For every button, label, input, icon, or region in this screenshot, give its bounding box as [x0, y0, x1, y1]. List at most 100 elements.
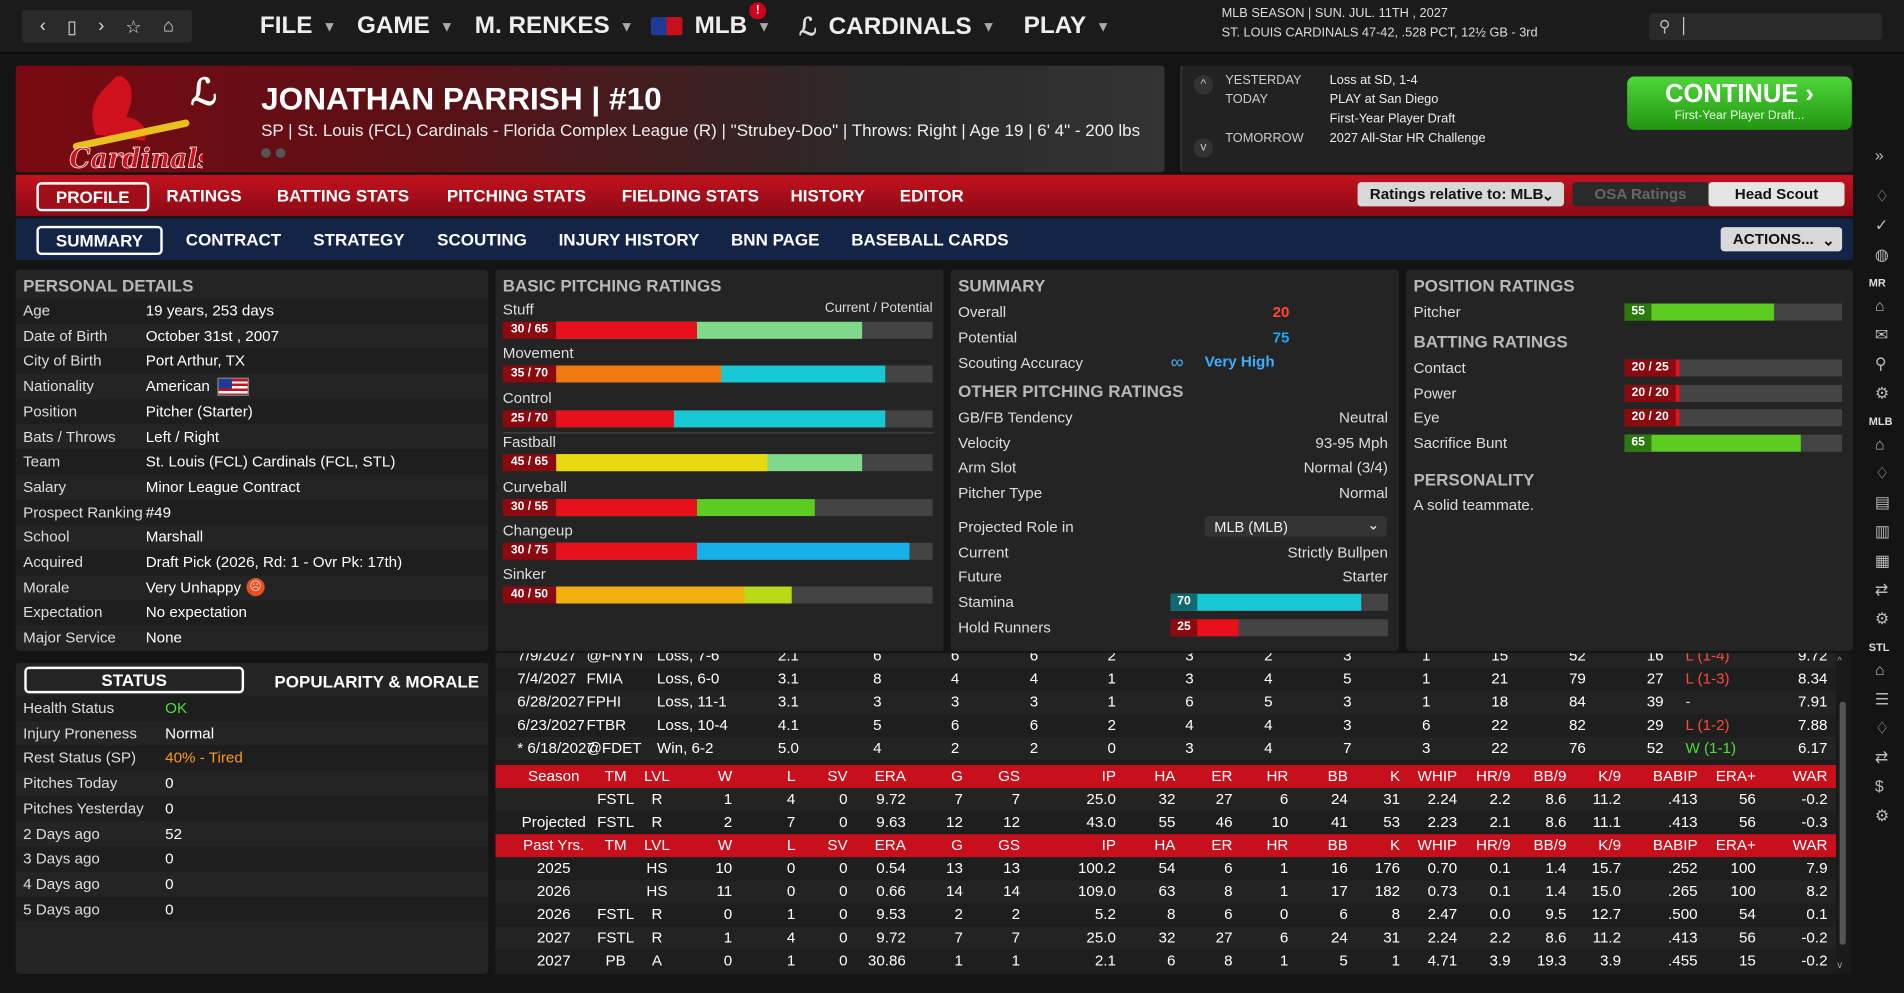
- check-icon[interactable]: ✓: [1874, 216, 1889, 235]
- tab-editor[interactable]: EDITOR: [899, 185, 964, 206]
- tab-strategy[interactable]: STRATEGY: [313, 229, 405, 249]
- pitch-name: Changeup: [502, 522, 573, 540]
- gear-icon[interactable]: ⚙: [1874, 806, 1890, 825]
- game-log-cell: * 6/18/2027: [517, 739, 595, 757]
- stat-cell: 0: [839, 790, 848, 808]
- stat-header-cell: HR/9: [1476, 767, 1511, 785]
- stat-cell: 7: [786, 813, 796, 831]
- tab-fielding-stats[interactable]: FIELDING STATS: [621, 185, 759, 206]
- stat-cell: 0.0: [1489, 905, 1511, 923]
- transfer-icon[interactable]: ⇄: [1874, 748, 1889, 767]
- today-game[interactable]: PLAY at San Diego: [1329, 92, 1439, 107]
- future-role-label: Future: [958, 568, 1002, 586]
- tab-batting-stats[interactable]: BATTING STATS: [276, 185, 410, 206]
- gear-icon[interactable]: ⚙: [1874, 609, 1890, 628]
- personality-text: A solid teammate.: [1413, 496, 1535, 514]
- tab-history[interactable]: HISTORY: [790, 185, 866, 206]
- game-log-cell: 79: [1568, 670, 1586, 688]
- projected-role-select[interactable]: MLB (MLB) ⌄: [1204, 516, 1387, 537]
- ratings-relative-select[interactable]: Ratings relative to: MLB ⌄: [1357, 182, 1565, 207]
- stat-cell: -0.2: [1801, 928, 1828, 946]
- back-icon[interactable]: ‹: [39, 15, 46, 37]
- stat-cell: 8: [1391, 905, 1401, 923]
- game-log-cell: 21: [1491, 670, 1509, 688]
- hold-runners-label: Hold Runners: [958, 619, 1051, 637]
- game-log-cell: 6: [1422, 716, 1431, 734]
- gear-icon[interactable]: ⚙: [1874, 383, 1890, 402]
- chevron-up-icon[interactable]: ^: [1193, 75, 1214, 95]
- home-icon[interactable]: ⌂: [162, 15, 174, 37]
- tab-baseball-cards[interactable]: BASEBALL CARDS: [851, 229, 1009, 249]
- stat-cell: 6: [1279, 790, 1289, 808]
- menu-game[interactable]: GAME ▼: [357, 12, 455, 39]
- game-log-cell: 2: [1264, 653, 1273, 665]
- projected-role-label: Projected Role in: [958, 518, 1074, 536]
- stat-header-cell: IP: [1101, 767, 1116, 785]
- game-log-cell: 1: [1422, 653, 1431, 665]
- menu-manager[interactable]: M. RENKES ▼: [474, 12, 634, 39]
- stat-cell: 11: [716, 882, 733, 900]
- forward-icon[interactable]: ›: [98, 15, 105, 37]
- news-icon[interactable]: ▤: [1874, 493, 1890, 512]
- page-dots: [261, 148, 286, 158]
- chevron-down-icon[interactable]: v: [1837, 959, 1843, 971]
- game-log-cell: 7.88: [1797, 716, 1828, 734]
- transfer-icon[interactable]: ⇄: [1874, 580, 1889, 599]
- chevron-down-icon[interactable]: v: [1193, 138, 1214, 158]
- chart-icon[interactable]: ▥: [1874, 522, 1890, 541]
- stat-cell: 0.1: [1489, 882, 1511, 900]
- menu-mlb[interactable]: MLB ▼: [650, 12, 771, 40]
- stat-cell: 31: [1383, 790, 1401, 808]
- current-fill: [556, 454, 768, 472]
- player-description: SP | St. Louis (FCL) Cardinals - Florida…: [261, 120, 1141, 140]
- search-icon[interactable]: ⚲: [1874, 354, 1887, 373]
- tab-injury-history[interactable]: INJURY HISTORY: [558, 229, 700, 249]
- head-scout-toggle[interactable]: Head Scout: [1708, 182, 1845, 207]
- yesterday-label: YESTERDAY: [1225, 72, 1302, 88]
- summary-panel: SUMMARY Overall 20 Potential 75 Scouting…: [950, 269, 1399, 651]
- tab-popularity-morale[interactable]: POPULARITY & MORALE: [274, 671, 480, 691]
- stat-header-cell: WAR: [1792, 767, 1828, 785]
- tab-summary[interactable]: SUMMARY: [36, 225, 163, 256]
- tab-pitching-stats[interactable]: PITCHING STATS: [446, 185, 587, 206]
- tab-bnn-page[interactable]: BNN PAGE: [731, 229, 820, 249]
- stat-cell: 5: [1339, 952, 1348, 970]
- star-icon[interactable]: ☆: [125, 16, 142, 38]
- home-icon[interactable]: ⌂: [1874, 434, 1885, 453]
- home-icon[interactable]: ⌂: [1874, 660, 1885, 679]
- page-icon[interactable]: ▯: [66, 16, 78, 38]
- home-icon[interactable]: ⌂: [1874, 296, 1885, 315]
- stl-logo-icon: ℒ: [190, 71, 217, 115]
- trophy-icon[interactable]: ♢: [1874, 718, 1890, 738]
- dollar-icon[interactable]: $: [1874, 777, 1884, 796]
- text-cursor: [1683, 17, 1685, 36]
- calendar-icon[interactable]: ▦: [1874, 551, 1890, 570]
- stat-cell: 9.72: [876, 928, 906, 946]
- stats-scrollbar[interactable]: ^ v: [1836, 653, 1851, 974]
- search-input[interactable]: ⚲: [1649, 13, 1883, 41]
- globe-icon[interactable]: ◍: [1874, 245, 1889, 264]
- tab-ratings[interactable]: RATINGS: [166, 185, 242, 206]
- actions-button[interactable]: ACTIONS... ⌄: [1720, 227, 1843, 252]
- us-flag-icon: [217, 377, 249, 396]
- osa-ratings-toggle[interactable]: OSA Ratings: [1572, 182, 1709, 207]
- yesterday-result[interactable]: Loss at SD, 1-4: [1329, 72, 1418, 88]
- season-row: Projected FSTL R 2 7 0 9.63 12 12 43.0 55 46 10 41 53 2…: [495, 811, 1837, 835]
- roster-icon[interactable]: ☰: [1874, 689, 1890, 708]
- status-value: 0: [165, 774, 174, 792]
- mail-icon[interactable]: ✉: [1874, 325, 1889, 344]
- trophy-icon[interactable]: ♢: [1874, 463, 1890, 483]
- menu-file[interactable]: FILE ▼: [259, 12, 337, 39]
- tab-contract[interactable]: CONTRACT: [185, 229, 282, 249]
- lightbulb-icon[interactable]: ♢: [1874, 187, 1890, 206]
- tab-status[interactable]: STATUS: [24, 666, 245, 694]
- tab-profile[interactable]: PROFILE: [36, 182, 149, 212]
- continue-button[interactable]: CONTINUE › First-Year Player Draft...: [1627, 76, 1852, 130]
- chevron-up-icon[interactable]: ^: [1837, 655, 1842, 667]
- menu-cardinals[interactable]: ℒ CARDINALS ▼: [799, 12, 996, 42]
- menu-play[interactable]: PLAY ▼: [1023, 12, 1111, 39]
- expand-icon[interactable]: »: [1874, 145, 1884, 164]
- other-rating-value: Normal: [1339, 484, 1388, 502]
- tab-scouting[interactable]: SCOUTING: [437, 229, 527, 249]
- stat-cell: 6: [1339, 905, 1348, 923]
